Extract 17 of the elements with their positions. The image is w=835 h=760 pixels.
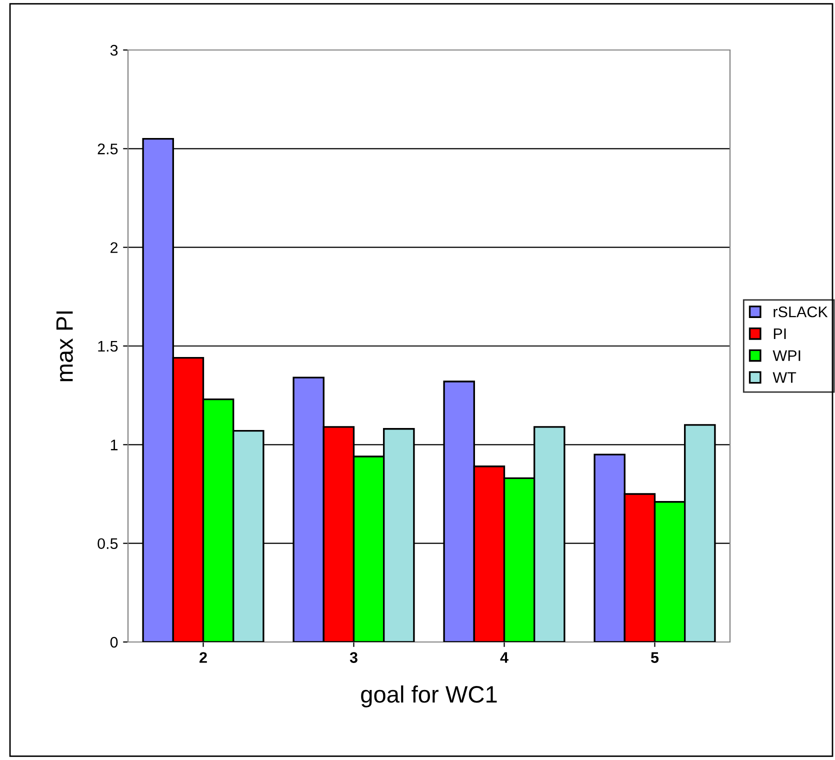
legend-label: PI: [774, 328, 786, 340]
x-tick-label: 3: [350, 652, 358, 663]
x-tick-label: 4: [500, 652, 508, 663]
y-tick-label: 0: [110, 636, 118, 648]
legend-label: WPI: [772, 350, 800, 361]
legend-label: WT: [772, 372, 796, 383]
x-tick-label: 5: [650, 652, 659, 663]
y-tick-label: 2: [110, 242, 118, 253]
legend-label: rSLACK: [774, 306, 828, 318]
y-tick-label: 1.5: [98, 341, 118, 352]
y-tick-label: 1: [110, 440, 118, 450]
y-tick-label: 3: [110, 44, 118, 56]
x-tick-label: 2: [200, 652, 207, 663]
x-axis-title: goal for WC1: [361, 685, 497, 708]
y-tick-label: 0.5: [98, 538, 118, 550]
y-axis-title: max PI: [56, 311, 73, 382]
y-tick-label: 2.5: [98, 144, 118, 154]
